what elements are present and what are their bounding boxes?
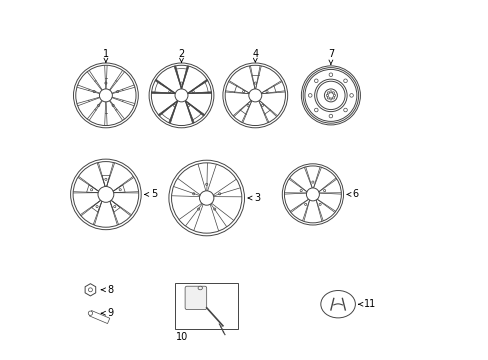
- Ellipse shape: [198, 286, 202, 290]
- Text: 6: 6: [346, 189, 358, 199]
- Ellipse shape: [101, 90, 111, 100]
- Text: 4: 4: [252, 49, 258, 62]
- Bar: [175, 283, 238, 329]
- Ellipse shape: [177, 91, 185, 100]
- Ellipse shape: [98, 186, 114, 202]
- Ellipse shape: [199, 191, 213, 205]
- Ellipse shape: [88, 311, 92, 315]
- Ellipse shape: [175, 89, 187, 102]
- Polygon shape: [89, 311, 109, 324]
- Ellipse shape: [349, 94, 353, 97]
- Ellipse shape: [100, 189, 111, 200]
- Text: 7: 7: [327, 49, 333, 64]
- Ellipse shape: [328, 73, 332, 77]
- Ellipse shape: [343, 79, 346, 82]
- Text: 8: 8: [101, 285, 113, 295]
- Polygon shape: [85, 284, 96, 296]
- Ellipse shape: [99, 89, 112, 102]
- Text: 1: 1: [102, 49, 109, 62]
- Ellipse shape: [308, 94, 311, 97]
- Text: 2: 2: [178, 49, 184, 62]
- Ellipse shape: [200, 192, 213, 204]
- Ellipse shape: [306, 188, 319, 201]
- FancyBboxPatch shape: [185, 286, 206, 310]
- Text: 5: 5: [144, 189, 157, 199]
- Ellipse shape: [314, 108, 317, 112]
- Ellipse shape: [328, 114, 332, 118]
- Text: 11: 11: [358, 299, 376, 309]
- Text: 10: 10: [176, 332, 188, 342]
- Ellipse shape: [250, 90, 260, 100]
- Text: 9: 9: [101, 308, 113, 318]
- Ellipse shape: [314, 79, 317, 82]
- Ellipse shape: [320, 291, 355, 318]
- Ellipse shape: [343, 108, 346, 112]
- Ellipse shape: [307, 190, 317, 199]
- Text: 3: 3: [247, 193, 260, 203]
- Ellipse shape: [88, 288, 92, 292]
- Ellipse shape: [248, 89, 261, 102]
